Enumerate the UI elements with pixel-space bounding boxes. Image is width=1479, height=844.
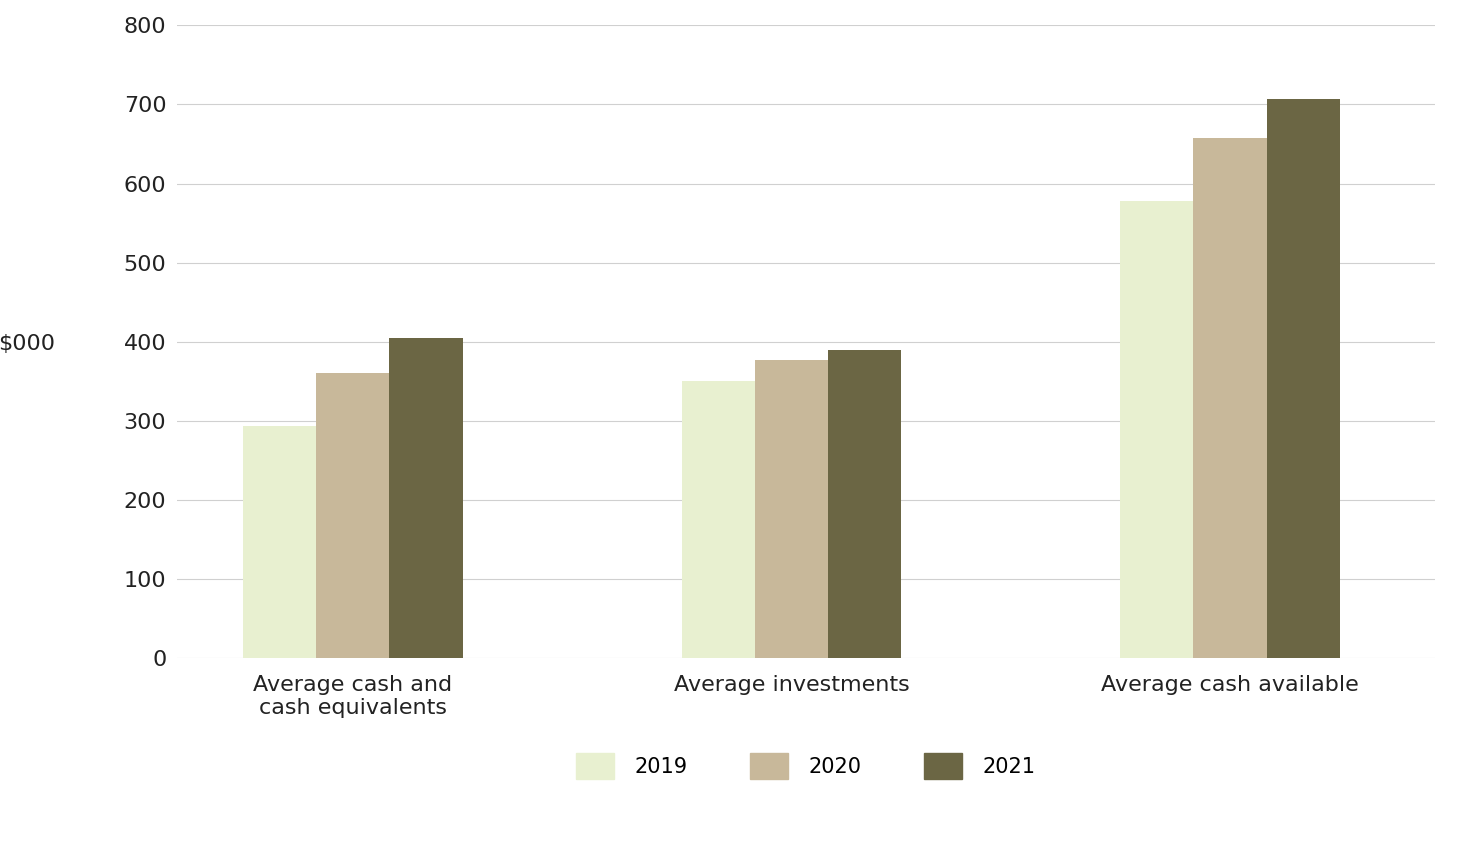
Bar [682, 381, 754, 658]
Bar [389, 338, 463, 658]
Bar [1266, 99, 1340, 658]
Bar [828, 349, 901, 658]
Legend: 2019, 2020, 2021: 2019, 2020, 2021 [568, 745, 1044, 787]
Bar [754, 360, 828, 658]
Bar [1120, 201, 1194, 658]
Bar [243, 426, 317, 658]
Y-axis label: $000: $000 [0, 334, 55, 354]
Bar [317, 373, 389, 658]
Bar [1194, 138, 1266, 658]
